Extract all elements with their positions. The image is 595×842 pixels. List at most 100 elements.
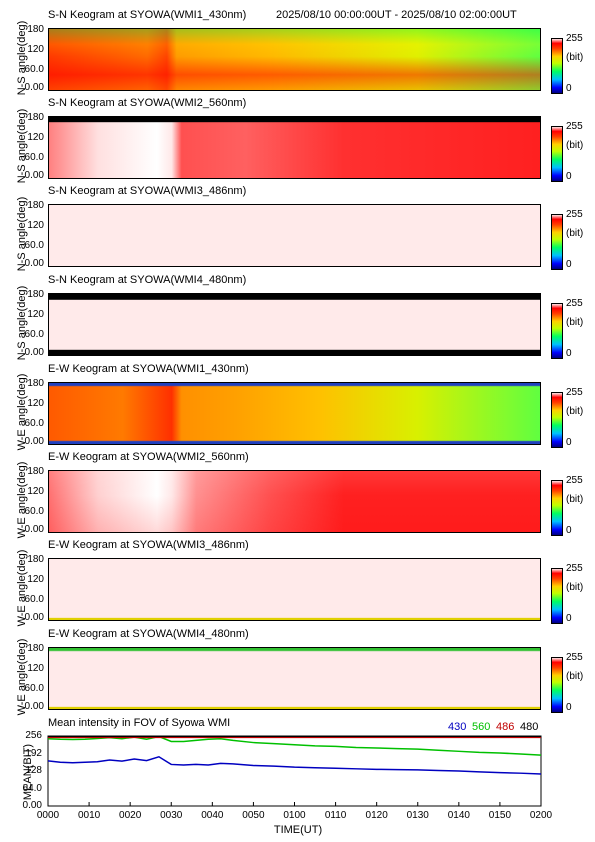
x-tick: 0110 (324, 810, 347, 821)
colorbar-unit: (bit) (566, 671, 584, 682)
colorbar-min: 0 (566, 437, 572, 448)
keogram-ytick: 180 (27, 554, 44, 565)
x-tick: 0020 (119, 810, 142, 821)
colorbar-max: 255 (566, 298, 583, 309)
mean-ytick: 0.00 (22, 800, 42, 811)
keogram-ytick: 120 (27, 486, 44, 497)
x-tick: 0140 (447, 810, 470, 821)
x-tick: 0030 (160, 810, 183, 821)
keogram-ytick: 60.0 (24, 418, 44, 429)
colorbar (551, 126, 563, 182)
x-tick: 0130 (406, 810, 429, 821)
series-line-560 (47, 735, 542, 756)
keogram-title-7: E-W Keogram at SYOWA(WMI3_486nm) (48, 539, 249, 551)
keogram-ytick: 0.00 (24, 82, 44, 93)
keogram-ytick: 120 (27, 220, 44, 231)
keogram-ytick: 120 (27, 574, 44, 585)
keogram-ytick: 60.0 (24, 683, 44, 694)
mean-ytick: 64.0 (22, 782, 42, 794)
colorbar-unit: (bit) (566, 317, 584, 328)
keogram-ytick: 180 (27, 643, 44, 654)
colorbar-max: 255 (566, 33, 583, 44)
x-tick: 0040 (201, 810, 224, 821)
keogram-plot-7 (48, 558, 541, 621)
keogram-title-2: S-N Keogram at SYOWA(WMI2_560nm) (48, 97, 247, 109)
x-axis-label: TIME(UT) (273, 824, 323, 836)
legend-480: 480 (520, 721, 539, 733)
keogram-ytick: 180 (27, 200, 44, 211)
colorbar-min: 0 (566, 171, 572, 182)
keogram-ytick: 180 (27, 24, 44, 35)
x-tick: 0120 (365, 810, 388, 821)
colorbar-max: 255 (566, 209, 583, 220)
keogram-ytick: 0.00 (24, 170, 44, 181)
colorbar-unit: (bit) (566, 494, 584, 505)
x-tick: 0100 (283, 810, 306, 821)
keogram-plot-2 (48, 116, 541, 179)
colorbar-min: 0 (566, 702, 572, 713)
colorbar-min: 0 (566, 525, 572, 536)
colorbar (551, 568, 563, 624)
legend-430: 430 (448, 721, 467, 733)
keogram-ytick: 180 (27, 378, 44, 389)
x-tick: 0150 (488, 810, 512, 821)
keogram-ytick: 60.0 (24, 152, 44, 163)
mean-panel-title: Mean intensity in FOV of Syowa WMI (48, 717, 231, 729)
keogram-title-4: S-N Keogram at SYOWA(WMI4_480nm) (48, 274, 247, 286)
keogram-ytick: 120 (27, 132, 44, 143)
keogram-ytick: 180 (27, 289, 44, 300)
keogram-ytick: 180 (27, 112, 44, 123)
colorbar-max: 255 (566, 475, 583, 486)
keogram-ytick: 60.0 (24, 594, 44, 605)
x-tick: 0200 (529, 810, 553, 821)
keogram-plot-8 (48, 647, 541, 710)
keogram-plot-4 (48, 293, 541, 356)
keogram-ytick: 120 (27, 44, 44, 55)
keogram-title-3: S-N Keogram at SYOWA(WMI3_486nm) (48, 185, 247, 197)
keogram-title-6: E-W Keogram at SYOWA(WMI2_560nm) (48, 451, 249, 463)
keogram-ytick: 0.00 (24, 347, 44, 358)
keogram-title-8: E-W Keogram at SYOWA(WMI4_480nm) (48, 628, 249, 640)
colorbar-max: 255 (566, 652, 583, 663)
keogram-plot-6 (48, 470, 541, 533)
colorbar-min: 0 (566, 348, 572, 359)
colorbar-max: 255 (566, 121, 583, 132)
keogram-ytick: 60.0 (24, 506, 44, 517)
colorbar-unit: (bit) (566, 228, 584, 239)
keogram-ytick: 60.0 (24, 240, 44, 251)
colorbar (551, 38, 563, 94)
keogram-ytick: 0.00 (24, 436, 44, 447)
colorbar-max: 255 (566, 563, 583, 574)
keogram-ytick: 0.00 (24, 258, 44, 269)
colorbar (551, 480, 563, 536)
keogram-title-5: E-W Keogram at SYOWA(WMI1_430nm) (48, 363, 249, 375)
x-tick: 0050 (242, 810, 265, 821)
keogram-ytick: 0.00 (24, 612, 44, 623)
colorbar-unit: (bit) (566, 406, 584, 417)
colorbar-min: 0 (566, 83, 572, 94)
colorbar-unit: (bit) (566, 140, 584, 151)
keogram-plot-3 (48, 204, 541, 267)
time-range: 2025/08/10 00:00:00UT - 2025/08/10 02:00… (276, 9, 517, 21)
colorbar-unit: (bit) (566, 52, 584, 63)
keogram-plot-5 (48, 382, 541, 445)
mean-ytick: 256 (25, 730, 42, 741)
colorbar-min: 0 (566, 259, 572, 270)
legend-486: 486 (496, 721, 515, 733)
keogram-ytick: 0.00 (24, 701, 44, 712)
keogram-ytick: 60.0 (24, 329, 44, 340)
keogram-ytick: 60.0 (24, 64, 44, 75)
colorbar-max: 255 (566, 387, 583, 398)
mean-ytick: 192 (25, 747, 42, 759)
colorbar (551, 392, 563, 448)
colorbar (551, 657, 563, 713)
colorbar (551, 303, 563, 359)
keogram-ytick: 120 (27, 309, 44, 320)
keogram-ytick: 180 (27, 466, 44, 477)
series-line-430 (47, 755, 542, 775)
keogram-ytick: 120 (27, 663, 44, 674)
colorbar-unit: (bit) (566, 582, 584, 593)
x-tick: 0010 (77, 810, 101, 821)
keogram-title-1: S-N Keogram at SYOWA(WMI1_430nm) (48, 9, 247, 21)
